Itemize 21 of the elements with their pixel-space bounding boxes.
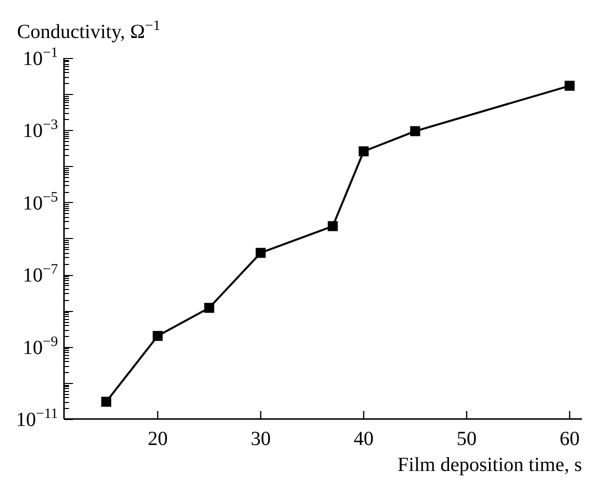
point bbox=[204, 302, 214, 313]
x-axis-title: Film deposition time, s bbox=[398, 454, 582, 476]
y-axis-title: Conductivity, Ω$^{−1}$ bbox=[17, 18, 160, 43]
y-tick-label: 10$^{−11}$ bbox=[16, 406, 58, 431]
point bbox=[101, 396, 112, 407]
y-tick-label: 10$^{−1}$ bbox=[22, 45, 58, 70]
point bbox=[152, 330, 163, 341]
x-tick-label: 30 bbox=[250, 428, 271, 450]
point bbox=[410, 126, 420, 136]
point bbox=[358, 146, 369, 156]
y-tick-label: 10$^{−3}$ bbox=[22, 117, 58, 142]
point bbox=[256, 248, 266, 258]
x-tick-label: 50 bbox=[456, 428, 477, 450]
point bbox=[564, 80, 575, 91]
x-tick-label: 20 bbox=[148, 428, 168, 450]
point bbox=[328, 221, 338, 232]
y-tick-label: 10$^{−5}$ bbox=[22, 189, 58, 214]
x-tick-label: 40 bbox=[354, 428, 374, 450]
x-tick-label: 60 bbox=[560, 428, 580, 450]
y-tick-label: 10$^{−7}$ bbox=[22, 262, 58, 287]
y-tick-label: 10$^{−9}$ bbox=[22, 334, 58, 359]
